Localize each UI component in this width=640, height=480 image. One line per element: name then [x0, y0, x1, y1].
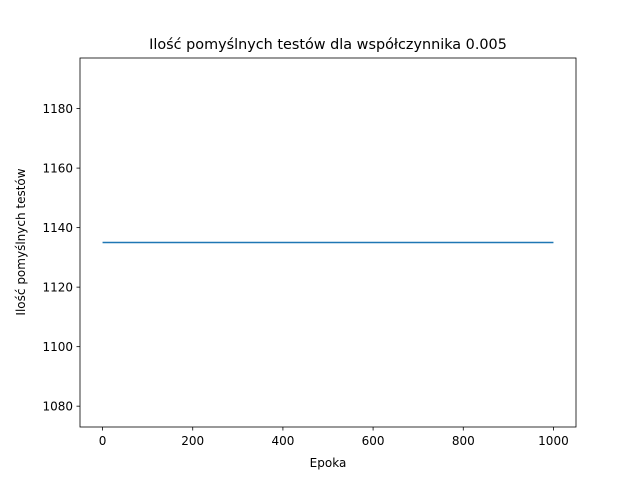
plot-frame: [79, 57, 577, 428]
y-tick-label-1120: 1120: [42, 281, 73, 295]
y-tick-label-1160: 1160: [42, 162, 73, 176]
x-tick-label-600: 600: [362, 434, 385, 448]
plot-area: 0 200 400 600 800 1000 1080 1100 1120 1140 1160 118…: [42, 57, 577, 448]
x-axis-label: Epoka: [310, 456, 347, 470]
x-tick-label-400: 400: [271, 434, 294, 448]
x-tick-label-1000: 1000: [538, 434, 569, 448]
y-tick-label-1080: 1080: [42, 400, 73, 414]
y-tick-label-1180: 1180: [42, 102, 73, 116]
x-tick-label-800: 800: [452, 434, 475, 448]
x-tick-label-0: 0: [99, 434, 107, 448]
y-axis-label: Ilość pomyślnych testów: [14, 168, 28, 315]
y-tick-label-1140: 1140: [42, 221, 73, 235]
x-tick-label-200: 200: [181, 434, 204, 448]
chart-title: Ilość pomyślnych testów dla współczynnik…: [149, 37, 507, 53]
y-tick-label-1100: 1100: [42, 340, 73, 354]
